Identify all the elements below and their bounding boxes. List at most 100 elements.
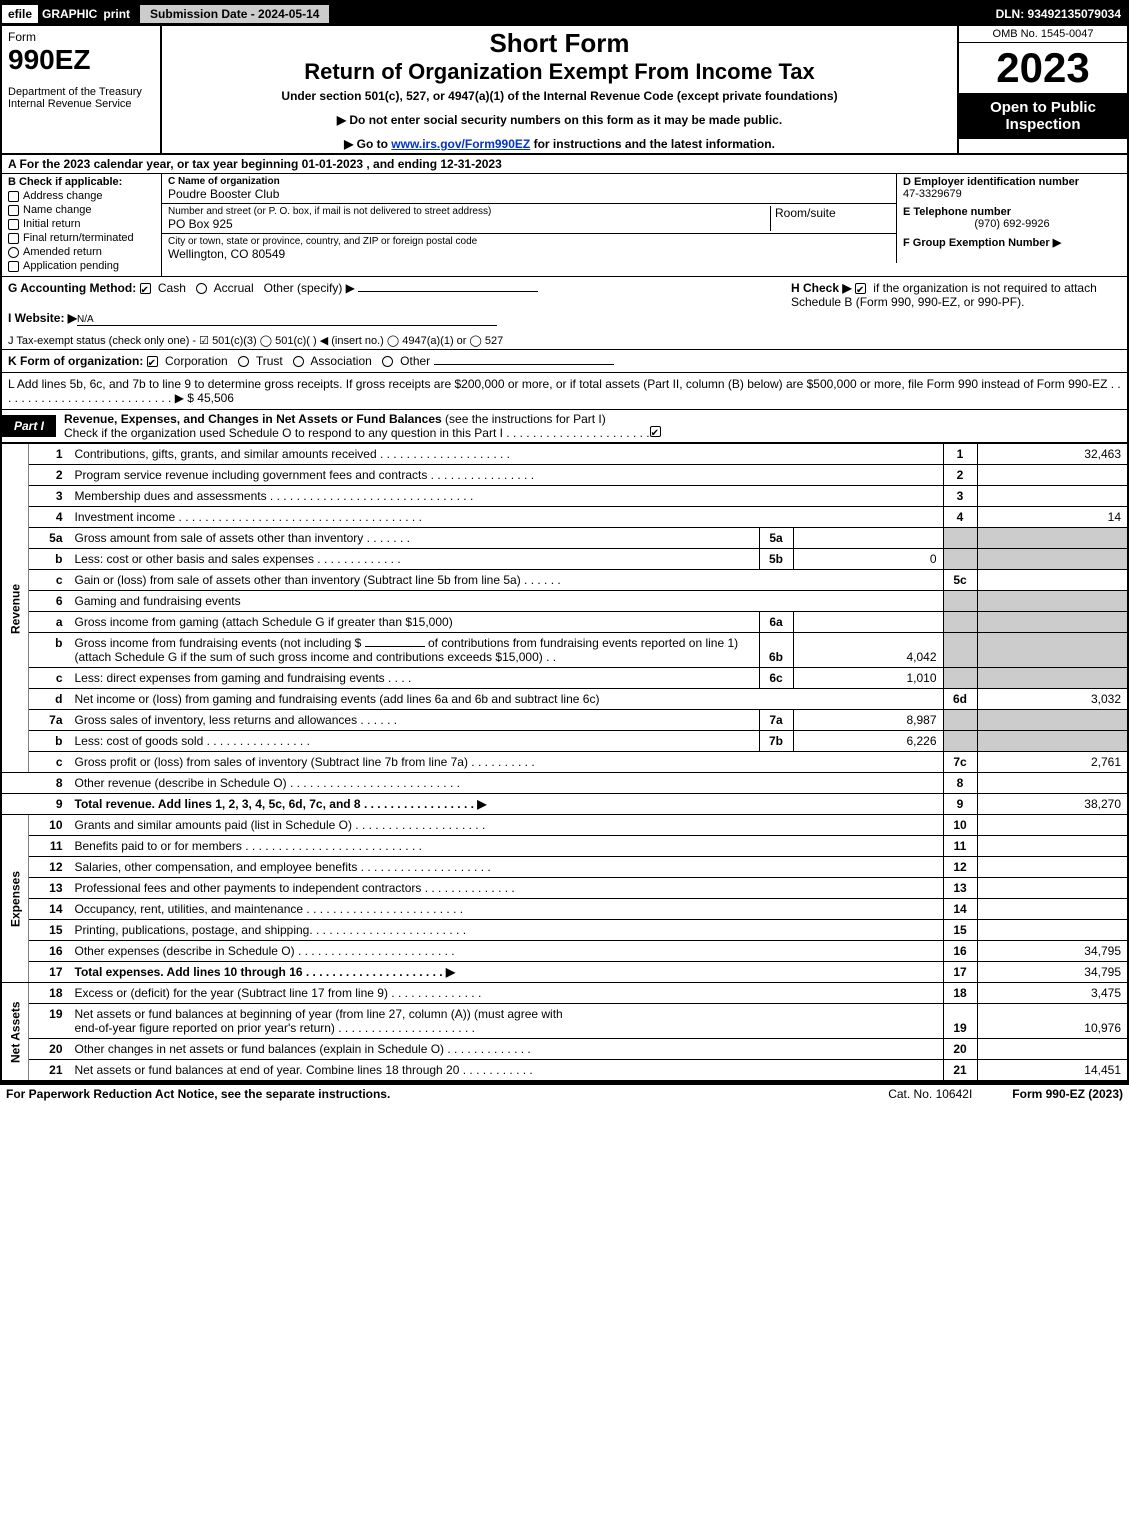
chk-address[interactable]: Address change <box>8 190 155 202</box>
footer-form: Form 990-EZ (2023) <box>1012 1087 1123 1101</box>
chk-trust[interactable] <box>238 356 249 367</box>
h-label: H Check ▶ <box>791 281 852 295</box>
omb: OMB No. 1545-0047 <box>959 26 1127 43</box>
website-val: N/A <box>77 314 497 326</box>
dept: Department of the Treasury Internal Reve… <box>8 86 154 110</box>
l-amount: 45,506 <box>197 391 234 405</box>
table-row: bGross income from fundraising events (n… <box>2 633 1127 668</box>
side-expenses: Expenses <box>2 815 29 983</box>
row-g-h: G Accounting Method: Cash Accrual Other … <box>2 277 1127 332</box>
chk-accrual[interactable] <box>196 283 207 294</box>
table-row: 8Other revenue (describe in Schedule O) … <box>2 773 1127 794</box>
chk-part1[interactable] <box>650 426 661 437</box>
chk-other-org[interactable] <box>382 356 393 367</box>
table-row: cLess: direct expenses from gaming and f… <box>2 668 1127 689</box>
efile-label: efile <box>2 5 38 23</box>
org-city: Wellington, CO 80549 <box>168 247 890 261</box>
note-ssn: ▶ Do not enter social security numbers o… <box>170 113 949 127</box>
tax-year: 2023 <box>959 43 1127 93</box>
footer-cat: Cat. No. 10642I <box>888 1087 972 1101</box>
table-row: 13Professional fees and other payments t… <box>2 878 1127 899</box>
form-page: efile GRAPHIC print Submission Date - 20… <box>0 0 1129 1083</box>
form-word: Form <box>8 30 154 44</box>
row-l: L Add lines 5b, 6c, and 7b to line 9 to … <box>2 373 1127 410</box>
chk-amended[interactable]: Amended return <box>8 246 155 258</box>
l-text: L Add lines 5b, 6c, and 7b to line 9 to … <box>8 377 1121 405</box>
entity-block: B Check if applicable: Address change Na… <box>2 174 1127 277</box>
top-bar: efile GRAPHIC print Submission Date - 20… <box>2 2 1127 26</box>
part1-tag: Part I <box>2 415 56 437</box>
table-row: 3Membership dues and assessments . . . .… <box>2 486 1127 507</box>
f-label: F Group Exemption Number ▶ <box>903 236 1121 249</box>
table-row: 16Other expenses (describe in Schedule O… <box>2 941 1127 962</box>
chk-assoc[interactable] <box>293 356 304 367</box>
table-row: cGain or (loss) from sale of assets othe… <box>2 570 1127 591</box>
table-row: 6Gaming and fundraising events <box>2 591 1127 612</box>
irs-link[interactable]: www.irs.gov/Form990EZ <box>391 137 530 151</box>
k-label: K Form of organization: <box>8 354 147 368</box>
section-d: D Employer identification number 47-3329… <box>897 174 1127 276</box>
table-row: 14Occupancy, rent, utilities, and mainte… <box>2 899 1127 920</box>
header: Form 990EZ Department of the Treasury In… <box>2 26 1127 155</box>
org-name-cell: C Name of organization Poudre Booster Cl… <box>162 174 897 204</box>
table-row: 7aGross sales of inventory, less returns… <box>2 710 1127 731</box>
ein: 47-3329679 <box>903 188 1121 200</box>
table-row: 15Printing, publications, postage, and s… <box>2 920 1127 941</box>
chk-h[interactable] <box>855 283 866 294</box>
addr-cell: Number and street (or P. O. box, if mail… <box>162 204 897 234</box>
row-g: G Accounting Method: Cash Accrual Other … <box>8 281 781 328</box>
side-revenue: Revenue <box>2 444 29 773</box>
footer-left: For Paperwork Reduction Act Notice, see … <box>6 1087 390 1101</box>
chk-final[interactable]: Final return/terminated <box>8 232 155 244</box>
table-row: bLess: cost of goods sold . . . . . . . … <box>2 731 1127 752</box>
table-row: 2Program service revenue including gover… <box>2 465 1127 486</box>
table-row: 19Net assets or fund balances at beginni… <box>2 1004 1127 1039</box>
table-row: Expenses 10Grants and similar amounts pa… <box>2 815 1127 836</box>
table-row: 5aGross amount from sale of assets other… <box>2 528 1127 549</box>
part1-sub: Check if the organization used Schedule … <box>64 426 667 440</box>
chk-corp[interactable] <box>147 356 158 367</box>
form-subtitle: Under section 501(c), 527, or 4947(a)(1)… <box>170 89 949 103</box>
table-row: 11Benefits paid to or for members . . . … <box>2 836 1127 857</box>
table-row: 20Other changes in net assets or fund ba… <box>2 1039 1127 1060</box>
note2-post: for instructions and the latest informat… <box>530 137 775 151</box>
e-label: E Telephone number <box>903 206 1121 218</box>
part1-title: Revenue, Expenses, and Changes in Net As… <box>56 410 675 442</box>
row-k: K Form of organization: Corporation Trus… <box>2 350 1127 373</box>
d-label: D Employer identification number <box>903 176 1121 188</box>
other-org-line <box>434 364 614 365</box>
header-mid: Short Form Return of Organization Exempt… <box>162 26 957 153</box>
print-link[interactable]: print <box>101 7 138 21</box>
chk-initial[interactable]: Initial return <box>8 218 155 230</box>
section-b: B Check if applicable: Address change Na… <box>2 174 162 276</box>
note-link: ▶ Go to www.irs.gov/Form990EZ for instru… <box>170 137 949 151</box>
graphic-label: GRAPHIC <box>38 7 101 21</box>
c-label: C Name of organization <box>168 176 890 187</box>
b-header: B Check if applicable: <box>8 176 155 188</box>
section-c: C Name of organization Poudre Booster Cl… <box>162 174 897 276</box>
form-title: Return of Organization Exempt From Incom… <box>170 59 949 85</box>
dln: DLN: 93492135079034 <box>996 7 1127 21</box>
g-label: G Accounting Method: <box>8 281 140 295</box>
org-name: Poudre Booster Club <box>168 187 890 201</box>
footer: For Paperwork Reduction Act Notice, see … <box>0 1083 1129 1103</box>
header-left: Form 990EZ Department of the Treasury In… <box>2 26 162 153</box>
table-row: dNet income or (loss) from gaming and fu… <box>2 689 1127 710</box>
table-row: 21Net assets or fund balances at end of … <box>2 1060 1127 1081</box>
i-label: I Website: ▶ <box>8 311 77 325</box>
chk-cash[interactable] <box>140 283 151 294</box>
room-label: Room/suite <box>770 206 890 231</box>
part1-header: Part I Revenue, Expenses, and Changes in… <box>2 410 1127 443</box>
row-h: H Check ▶ if the organization is not req… <box>781 281 1121 328</box>
table-row: Revenue 1 Contributions, gifts, grants, … <box>2 444 1127 465</box>
org-address: PO Box 925 <box>168 217 770 231</box>
phone: (970) 692-9926 <box>903 218 1121 230</box>
table-row: Net Assets 18Excess or (deficit) for the… <box>2 983 1127 1004</box>
chk-name[interactable]: Name change <box>8 204 155 216</box>
side-netassets: Net Assets <box>2 983 29 1081</box>
submission-date: Submission Date - 2024-05-14 <box>138 3 331 25</box>
header-right: OMB No. 1545-0047 2023 Open to Public In… <box>957 26 1127 153</box>
chk-pending[interactable]: Application pending <box>8 260 155 272</box>
row-i: I Website: ▶N/A <box>8 309 781 328</box>
addr-label: Number and street (or P. O. box, if mail… <box>168 206 770 217</box>
